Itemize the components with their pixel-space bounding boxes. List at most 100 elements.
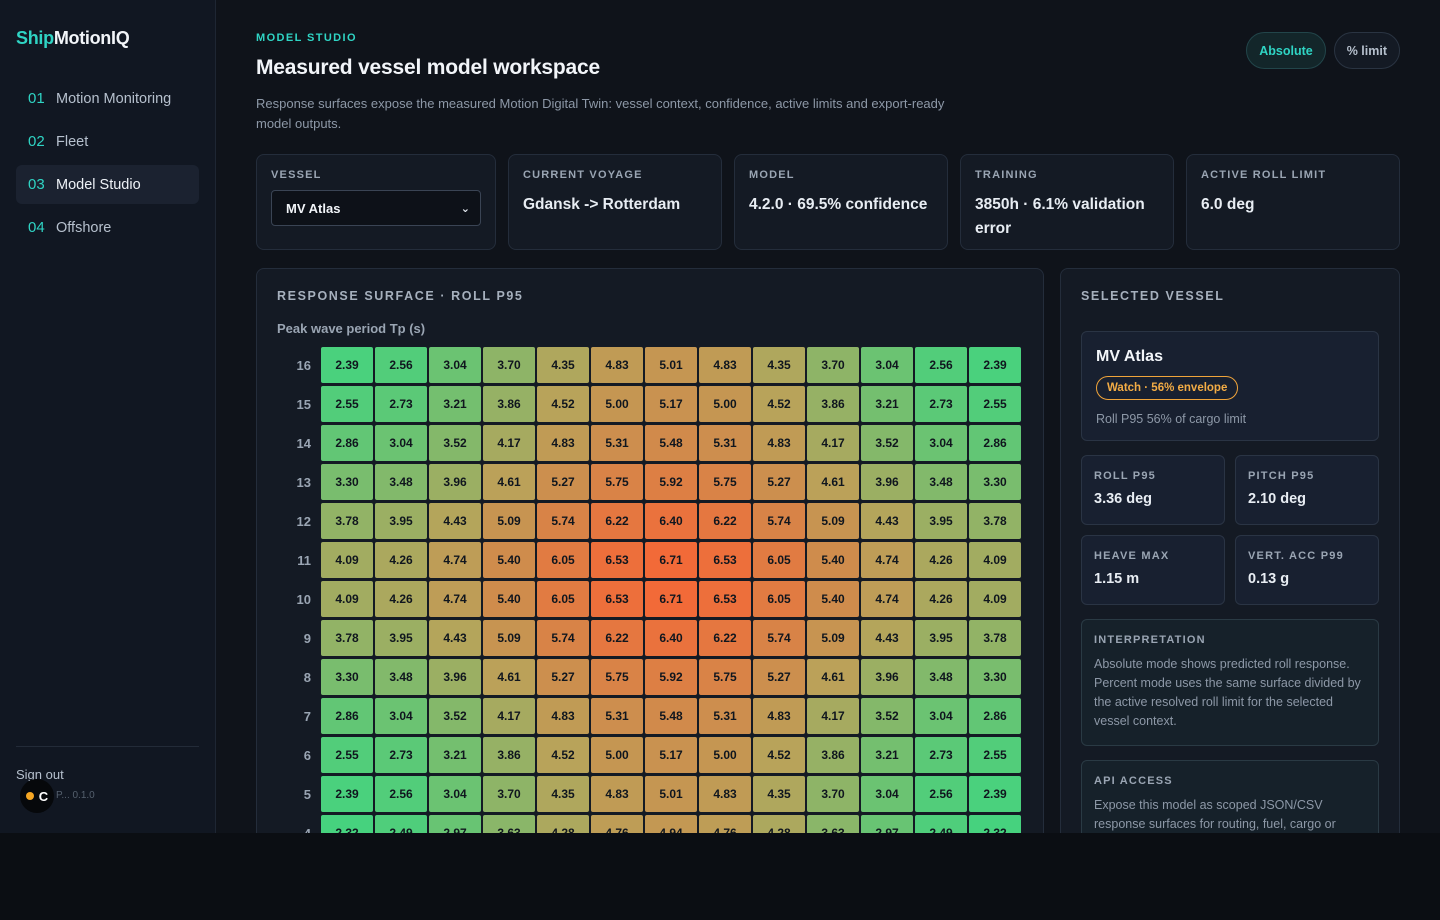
heatmap-cell[interactable]: 3.86	[807, 386, 859, 422]
heatmap-cell[interactable]: 5.31	[591, 698, 643, 734]
heatmap-cell[interactable]: 3.21	[429, 737, 481, 773]
heatmap-cell[interactable]: 2.56	[915, 347, 967, 383]
heatmap-cell[interactable]: 3.30	[321, 659, 373, 695]
heatmap-cell[interactable]: 6.53	[591, 581, 643, 617]
heatmap-cell[interactable]: 2.86	[969, 698, 1021, 734]
heatmap-cell[interactable]: 4.61	[483, 464, 535, 500]
heatmap-cell[interactable]: 2.73	[375, 737, 427, 773]
heatmap-cell[interactable]: 2.49	[915, 815, 967, 833]
heatmap-cell[interactable]: 4.83	[699, 776, 751, 812]
heatmap-cell[interactable]: 6.05	[537, 581, 589, 617]
heatmap-cell[interactable]: 2.55	[321, 386, 373, 422]
nav-item-fleet[interactable]: 02 Fleet	[16, 122, 199, 161]
heatmap-cell[interactable]: 3.96	[861, 464, 913, 500]
heatmap-cell[interactable]: 3.95	[375, 503, 427, 539]
heatmap-cell[interactable]: 2.97	[861, 815, 913, 833]
assistant-launcher-button[interactable]: C	[20, 779, 54, 813]
heatmap-cell[interactable]: 3.04	[429, 347, 481, 383]
heatmap-cell[interactable]: 5.40	[807, 542, 859, 578]
heatmap-cell[interactable]: 4.09	[321, 581, 373, 617]
sign-out-link[interactable]: Sign out	[16, 767, 64, 782]
heatmap-cell[interactable]: 4.83	[699, 347, 751, 383]
heatmap-cell[interactable]: 3.52	[429, 698, 481, 734]
heatmap-cell[interactable]: 5.92	[645, 464, 697, 500]
heatmap-cell[interactable]: 3.52	[861, 425, 913, 461]
heatmap-cell[interactable]: 5.31	[699, 698, 751, 734]
heatmap-cell[interactable]: 5.09	[483, 620, 535, 656]
heatmap-cell[interactable]: 4.83	[537, 698, 589, 734]
heatmap-cell[interactable]: 5.00	[699, 737, 751, 773]
heatmap-cell[interactable]: 5.09	[807, 503, 859, 539]
heatmap-cell[interactable]: 5.74	[537, 620, 589, 656]
brand-logo[interactable]: ShipMotionIQ	[16, 28, 199, 49]
nav-item-model-studio[interactable]: 03 Model Studio	[16, 165, 199, 204]
heatmap-cell[interactable]: 2.56	[915, 776, 967, 812]
heatmap-cell[interactable]: 5.00	[591, 386, 643, 422]
heatmap-cell[interactable]: 5.48	[645, 698, 697, 734]
heatmap-cell[interactable]: 3.48	[375, 659, 427, 695]
heatmap-cell[interactable]: 3.70	[807, 347, 859, 383]
heatmap-cell[interactable]: 5.27	[537, 659, 589, 695]
heatmap-cell[interactable]: 5.01	[645, 776, 697, 812]
heatmap-cell[interactable]: 4.76	[699, 815, 751, 833]
heatmap-cell[interactable]: 2.39	[321, 776, 373, 812]
heatmap-cell[interactable]: 4.09	[969, 542, 1021, 578]
heatmap-cell[interactable]: 4.83	[591, 776, 643, 812]
heatmap-cell[interactable]: 4.17	[807, 425, 859, 461]
heatmap-cell[interactable]: 3.95	[915, 503, 967, 539]
heatmap-cell[interactable]: 6.53	[699, 581, 751, 617]
heatmap-cell[interactable]: 3.96	[429, 464, 481, 500]
heatmap-cell[interactable]: 5.00	[591, 737, 643, 773]
heatmap-cell[interactable]: 3.04	[915, 425, 967, 461]
heatmap-cell[interactable]: 4.43	[429, 503, 481, 539]
heatmap-cell[interactable]: 5.40	[483, 581, 535, 617]
nav-item-motion-monitoring[interactable]: 01 Motion Monitoring	[16, 79, 199, 118]
heatmap-cell[interactable]: 4.17	[807, 698, 859, 734]
heatmap-cell[interactable]: 6.05	[753, 542, 805, 578]
heatmap-cell[interactable]: 6.22	[591, 620, 643, 656]
heatmap-cell[interactable]: 3.96	[861, 659, 913, 695]
heatmap-cell[interactable]: 5.74	[753, 503, 805, 539]
heatmap-cell[interactable]: 4.09	[969, 581, 1021, 617]
heatmap-cell[interactable]: 3.52	[429, 425, 481, 461]
heatmap-cell[interactable]: 4.61	[807, 659, 859, 695]
heatmap-cell[interactable]: 4.74	[429, 581, 481, 617]
heatmap-cell[interactable]: 2.56	[375, 776, 427, 812]
heatmap-cell[interactable]: 2.39	[969, 347, 1021, 383]
heatmap-cell[interactable]: 3.52	[861, 698, 913, 734]
heatmap-cell[interactable]: 4.17	[483, 425, 535, 461]
heatmap-cell[interactable]: 5.17	[645, 737, 697, 773]
heatmap-cell[interactable]: 4.52	[753, 386, 805, 422]
heatmap-cell[interactable]: 3.04	[429, 776, 481, 812]
heatmap-cell[interactable]: 6.53	[591, 542, 643, 578]
heatmap-cell[interactable]: 2.86	[969, 425, 1021, 461]
heatmap-cell[interactable]: 4.35	[537, 347, 589, 383]
heatmap-cell[interactable]: 6.05	[537, 542, 589, 578]
heatmap-cell[interactable]: 2.32	[969, 815, 1021, 833]
heatmap-cell[interactable]: 3.48	[915, 659, 967, 695]
heatmap-cell[interactable]: 3.95	[375, 620, 427, 656]
heatmap-cell[interactable]: 4.83	[537, 425, 589, 461]
heatmap-cell[interactable]: 4.83	[591, 347, 643, 383]
heatmap-cell[interactable]: 2.86	[321, 698, 373, 734]
heatmap-cell[interactable]: 6.53	[699, 542, 751, 578]
heatmap-cell[interactable]: 5.40	[807, 581, 859, 617]
heatmap-cell[interactable]: 6.71	[645, 542, 697, 578]
heatmap-cell[interactable]: 4.26	[915, 542, 967, 578]
heatmap-cell[interactable]: 6.22	[699, 620, 751, 656]
heatmap-cell[interactable]: 4.74	[861, 581, 913, 617]
heatmap-cell[interactable]: 5.31	[591, 425, 643, 461]
heatmap-cell[interactable]: 5.01	[645, 347, 697, 383]
heatmap-cell[interactable]: 2.49	[375, 815, 427, 833]
heatmap-cell[interactable]: 3.04	[861, 776, 913, 812]
heatmap-cell[interactable]: 3.96	[429, 659, 481, 695]
heatmap-cell[interactable]: 3.78	[321, 503, 373, 539]
heatmap-cell[interactable]: 5.74	[537, 503, 589, 539]
heatmap-cell[interactable]: 4.52	[537, 386, 589, 422]
heatmap-cell[interactable]: 4.43	[861, 620, 913, 656]
heatmap-cell[interactable]: 4.26	[915, 581, 967, 617]
heatmap-cell[interactable]: 3.21	[861, 737, 913, 773]
heatmap-cell[interactable]: 3.04	[375, 425, 427, 461]
heatmap-cell[interactable]: 3.21	[861, 386, 913, 422]
heatmap-cell[interactable]: 4.43	[861, 503, 913, 539]
